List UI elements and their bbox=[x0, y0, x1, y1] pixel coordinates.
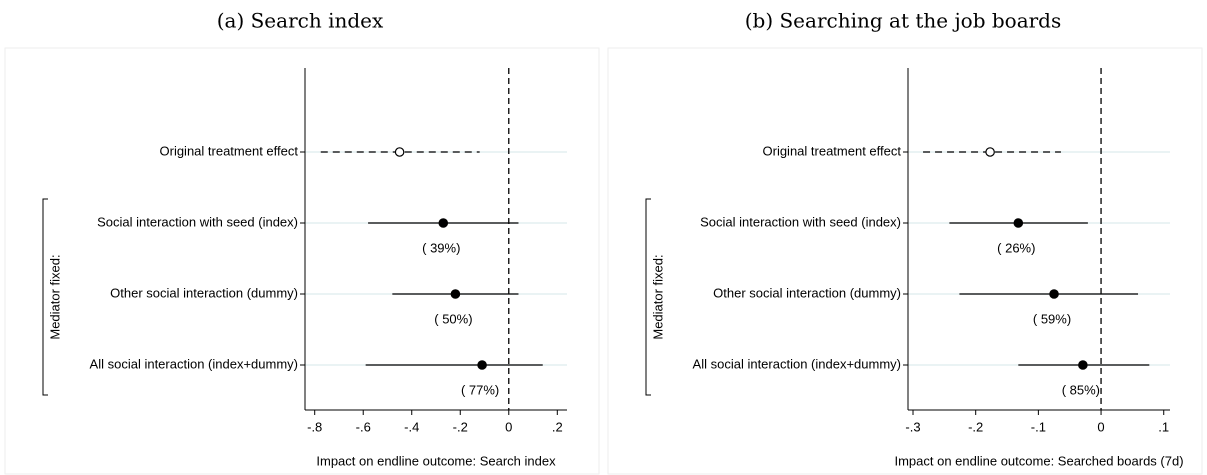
x-tick-label: -.3 bbox=[905, 419, 920, 434]
category-label: All social interaction (index+dummy) bbox=[693, 356, 901, 371]
share-label: ( 77%) bbox=[461, 382, 499, 397]
share-label: ( 26%) bbox=[997, 240, 1035, 255]
group-label: Mediator fixed: bbox=[47, 254, 62, 339]
category-label: Social interaction with seed (index) bbox=[700, 214, 901, 229]
point-estimate bbox=[1049, 289, 1059, 299]
point-estimate bbox=[394, 147, 405, 157]
point-estimate bbox=[1078, 360, 1088, 370]
category-label: Other social interaction (dummy) bbox=[110, 285, 298, 300]
category-label: Other social interaction (dummy) bbox=[713, 285, 901, 300]
group-bracket bbox=[645, 198, 651, 396]
group-label: Mediator fixed: bbox=[650, 254, 665, 339]
panel: (b) Searching at the job boards -.3 -.2 -.1… bbox=[607, 9, 1203, 475]
x-tick-label: -.6 bbox=[356, 419, 371, 434]
panel-frame bbox=[4, 47, 600, 475]
x-tick-label: -.8 bbox=[307, 419, 322, 434]
share-label: ( 50%) bbox=[434, 311, 472, 326]
x-tick-label: 0 bbox=[505, 419, 512, 434]
share-label: ( 85%) bbox=[1062, 382, 1100, 397]
panel-frame bbox=[607, 47, 1203, 475]
group-bracket bbox=[42, 198, 48, 396]
share-label: ( 39%) bbox=[422, 240, 460, 255]
category-label: Original treatment effect bbox=[763, 143, 902, 158]
point-estimate bbox=[477, 360, 487, 370]
x-tick-label: 0 bbox=[1097, 419, 1104, 434]
point-estimate bbox=[438, 218, 449, 228]
x-axis-label: Impact on endline outcome: Searched boar… bbox=[894, 453, 1183, 468]
panel: (a) Search index -.8 -.6 -.4 -.2 0 .2 Impact on… bbox=[4, 9, 600, 475]
point-estimate bbox=[985, 147, 995, 157]
share-label: ( 59%) bbox=[1033, 311, 1071, 326]
category-label: Social interaction with seed (index) bbox=[97, 214, 298, 229]
x-tick-label: -.1 bbox=[1031, 419, 1046, 434]
x-tick-label: -.2 bbox=[968, 419, 983, 434]
x-tick-label: -.2 bbox=[453, 419, 468, 434]
x-axis-label: Impact on endline outcome: Search index bbox=[316, 453, 556, 468]
panel-title: (b) Searching at the job boards bbox=[745, 9, 1062, 33]
x-tick-label: -.4 bbox=[404, 419, 419, 434]
category-label: All social interaction (index+dummy) bbox=[90, 356, 298, 371]
x-tick-label: .2 bbox=[552, 419, 563, 434]
point-estimate bbox=[1013, 218, 1024, 228]
category-label: Original treatment effect bbox=[160, 143, 299, 158]
x-tick-label: .1 bbox=[1158, 419, 1169, 434]
point-estimate bbox=[450, 289, 461, 299]
panel-title: (a) Search index bbox=[217, 9, 384, 33]
